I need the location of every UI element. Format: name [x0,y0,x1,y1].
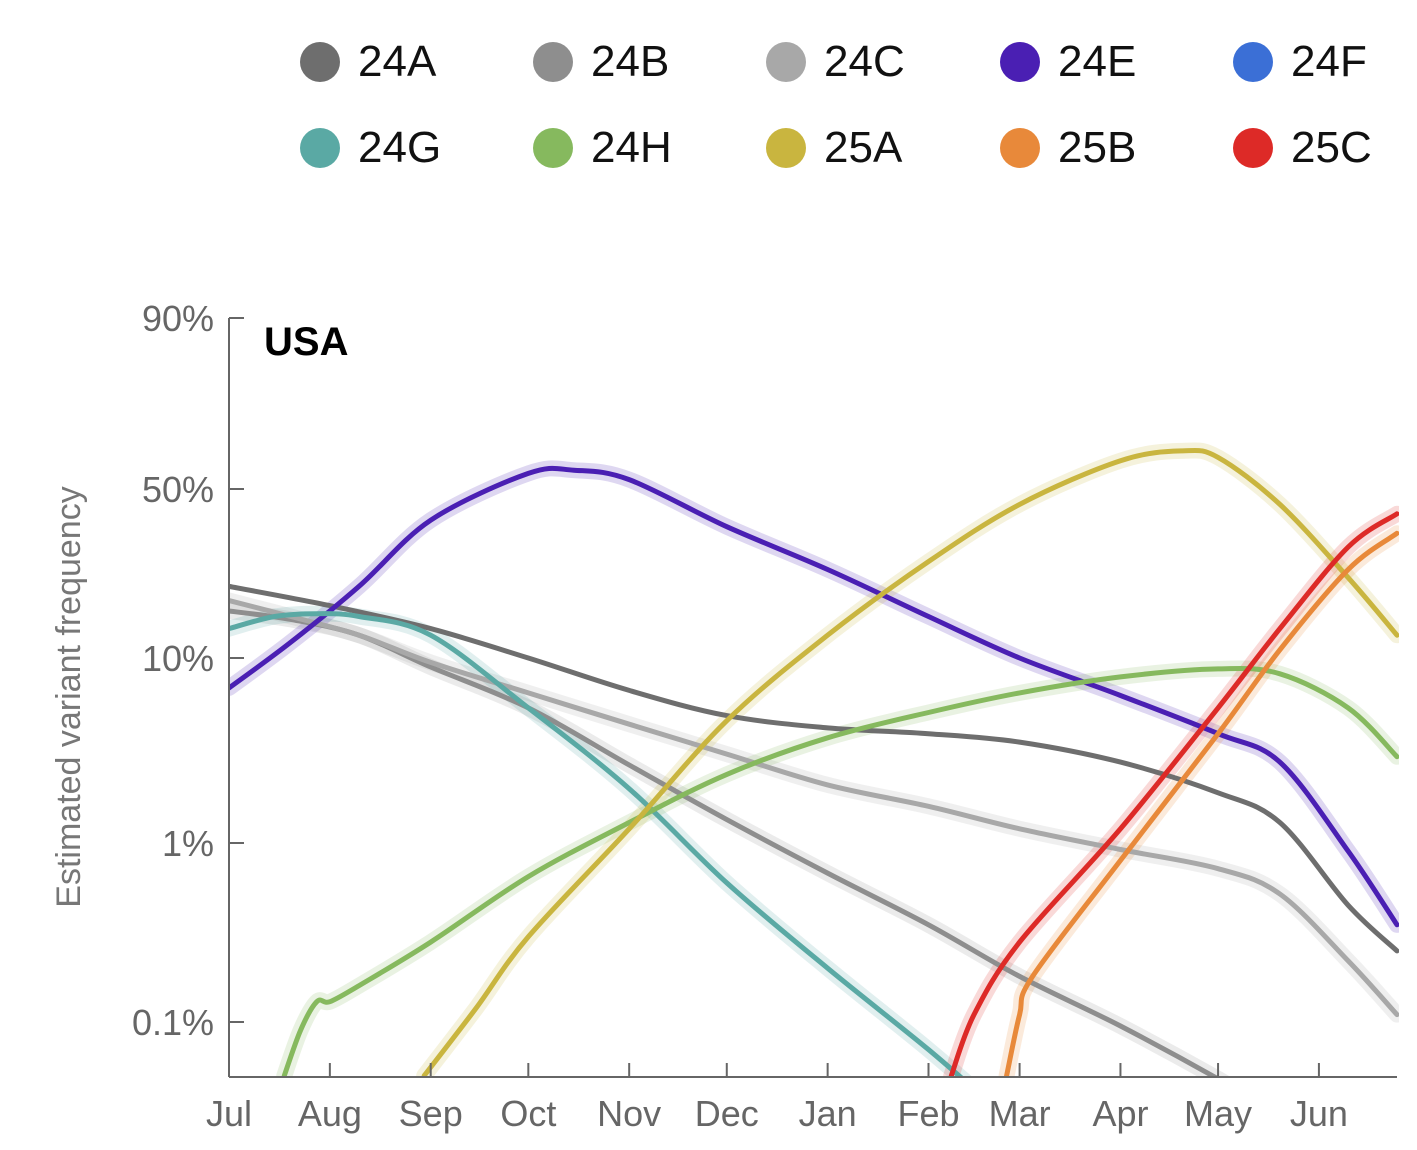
x-tick-label: Aug [298,1093,362,1134]
x-tick-label: Mar [989,1093,1051,1134]
panel-title: USA [264,320,348,364]
legend-item-24C: 24C [766,40,905,84]
legend-label-25A: 25A [824,123,903,172]
series-line-24C [229,598,1399,1018]
series-lines [229,447,1399,1077]
x-tick-label: Jan [799,1093,857,1134]
x-tick-label: Jul [206,1093,252,1134]
band-25A [416,442,1399,1077]
x-tick-label: Jun [1290,1093,1348,1134]
legend-dot-24F [1233,42,1273,82]
x-tick-label: Dec [695,1093,759,1134]
confidence-bands [229,442,1399,1077]
legend-dot-24B [533,42,573,82]
legend-dot-24C [766,42,806,82]
y-axis-label: Estimated variant frequency [50,486,88,907]
legend-item-24E: 24E [1000,40,1136,84]
y-tick-label: 50% [142,469,214,510]
y-tick-label: 1% [162,823,214,864]
legend-label-24F: 24F [1291,37,1367,86]
series-line-25C [948,511,1399,1077]
legend-item-24B: 24B [533,40,669,84]
legend-dot-24H [533,128,573,168]
x-tick-label: May [1184,1093,1252,1134]
legend-item-24H: 24H [533,126,672,170]
legend-dot-25A [766,128,806,168]
axes: 0.1% 1% 10% 50% 90% Jul Aug Sep Oct Nov Dec Jan Feb M… [132,298,1397,1134]
series-line-25A [421,447,1399,1077]
legend-item-25A: 25A [766,126,902,170]
legend-dot-24G [300,128,340,168]
legend-dot-24E [1000,42,1040,82]
series-line-25B [1004,530,1399,1077]
x-tick-label: Feb [897,1093,959,1134]
x-tick-label: Sep [399,1093,463,1134]
x-tick-label: Apr [1092,1093,1148,1134]
legend-dot-25B [1000,128,1040,168]
legend-dot-25C [1233,128,1273,168]
legend-item-24G: 24G [300,126,441,170]
series-line-24E [229,465,1399,928]
y-tick-label: 0.1% [132,1002,214,1043]
y-tick-label: 10% [142,638,214,679]
y-tick-label: 90% [142,298,214,339]
legend-label-25C: 25C [1291,123,1372,172]
legend-label-24B: 24B [591,37,670,86]
legend-item-25C: 25C [1233,126,1372,170]
legend-label-24H: 24H [591,123,672,172]
legend-dot-24A [300,42,340,82]
series-line-24G [229,611,965,1077]
legend-item-24A: 24A [300,40,436,84]
legend-label-24G: 24G [358,123,442,172]
legend-label-24C: 24C [824,37,905,86]
x-tick-label: Oct [500,1093,556,1134]
legend-item-24F: 24F [1233,40,1367,84]
series-line-24H [281,666,1399,1077]
legend-label-24A: 24A [358,37,437,86]
x-tick-label: Nov [597,1093,661,1134]
legend-item-25B: 25B [1000,126,1136,170]
legend-label-24E: 24E [1058,37,1137,86]
legend-label-25B: 25B [1058,123,1137,172]
